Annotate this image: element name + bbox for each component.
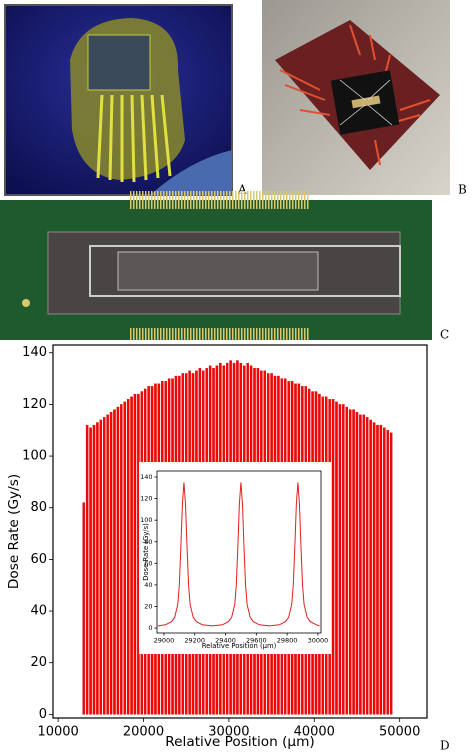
x-tick-label: 29400 bbox=[215, 636, 236, 644]
bar bbox=[342, 404, 345, 715]
bar bbox=[376, 424, 379, 715]
bar bbox=[372, 422, 376, 715]
bar bbox=[123, 401, 126, 715]
y-tick-label: 100 bbox=[22, 449, 47, 464]
y-tick-label: 140 bbox=[140, 473, 152, 481]
y-tick-label: 60 bbox=[144, 559, 152, 567]
panel-label: A bbox=[237, 183, 247, 197]
inset-background bbox=[139, 462, 331, 654]
bar bbox=[126, 399, 130, 715]
bar bbox=[133, 393, 137, 715]
x-tick-label: 30000 bbox=[208, 724, 249, 739]
bar bbox=[113, 409, 116, 715]
bar bbox=[383, 427, 386, 715]
x-tick-label: 29600 bbox=[246, 636, 267, 644]
bar bbox=[362, 414, 366, 715]
y-tick-label: 0 bbox=[39, 707, 47, 722]
bar bbox=[352, 409, 355, 715]
bar bbox=[389, 432, 393, 715]
inset-chart: 0 20 40 60 80 100 120 140 29000 29200 29400 29600 29… bbox=[140, 473, 328, 650]
bar bbox=[130, 396, 133, 715]
photo-c bbox=[0, 191, 432, 340]
y-tick-label: 60 bbox=[30, 552, 47, 567]
axes-frame bbox=[52, 344, 428, 719]
y-tick-label: 140 bbox=[22, 345, 47, 360]
bar bbox=[335, 401, 338, 715]
y-tick-label: 0 bbox=[148, 624, 152, 632]
bar bbox=[348, 409, 352, 715]
y-tick-label: 20 bbox=[144, 602, 152, 610]
x-tick-label: 30000 bbox=[308, 636, 329, 644]
bar bbox=[386, 430, 389, 715]
y-tick-label: 120 bbox=[22, 397, 47, 412]
panel-label: D bbox=[440, 739, 450, 753]
x-tick-label: 29200 bbox=[184, 636, 205, 644]
y-axis-label: Dose Rate (Gy/s) bbox=[6, 474, 22, 589]
bar bbox=[109, 412, 113, 715]
bar bbox=[82, 502, 85, 715]
y-tick-label: 120 bbox=[140, 495, 152, 503]
x-axis-label: Relative Position (μm) bbox=[202, 642, 277, 650]
bar bbox=[359, 414, 362, 715]
y-tick-label: 80 bbox=[144, 538, 152, 546]
bar bbox=[369, 419, 372, 715]
photo-a bbox=[4, 4, 233, 196]
bar bbox=[96, 422, 99, 715]
bar bbox=[338, 404, 342, 715]
bar bbox=[379, 424, 383, 715]
bar bbox=[85, 424, 89, 715]
x-axis-label: Relative Position (μm) bbox=[165, 734, 314, 750]
bar bbox=[355, 412, 359, 715]
bar bbox=[106, 414, 109, 715]
y-tick-label: 20 bbox=[30, 655, 47, 670]
x-tick-label: 10000 bbox=[37, 724, 78, 739]
x-tick-label: 40000 bbox=[294, 724, 335, 739]
inset-frame bbox=[156, 470, 322, 634]
bar bbox=[365, 417, 369, 715]
y-tick-label: 40 bbox=[144, 581, 152, 589]
bar bbox=[102, 417, 106, 715]
x-tick-label: 20000 bbox=[123, 724, 164, 739]
y-tick-label: 100 bbox=[140, 516, 152, 524]
y-tick-label: 80 bbox=[30, 500, 47, 515]
bar bbox=[345, 406, 348, 715]
x-tick-label: 50000 bbox=[379, 724, 420, 739]
panel-label: C bbox=[440, 328, 449, 342]
y-tick-label: 40 bbox=[30, 604, 47, 619]
bar bbox=[116, 406, 120, 715]
bar bbox=[331, 399, 335, 715]
photo-b bbox=[262, 0, 450, 195]
bar bbox=[120, 404, 123, 715]
bar bbox=[99, 419, 103, 715]
x-tick-label: 29000 bbox=[154, 636, 175, 644]
bar bbox=[92, 424, 96, 715]
panel-label: B bbox=[458, 183, 467, 197]
y-axis-label: Dose Rate (Gy/s) bbox=[142, 523, 150, 581]
bar bbox=[89, 427, 92, 715]
x-tick-label: 29800 bbox=[277, 636, 298, 644]
line bbox=[157, 482, 320, 627]
